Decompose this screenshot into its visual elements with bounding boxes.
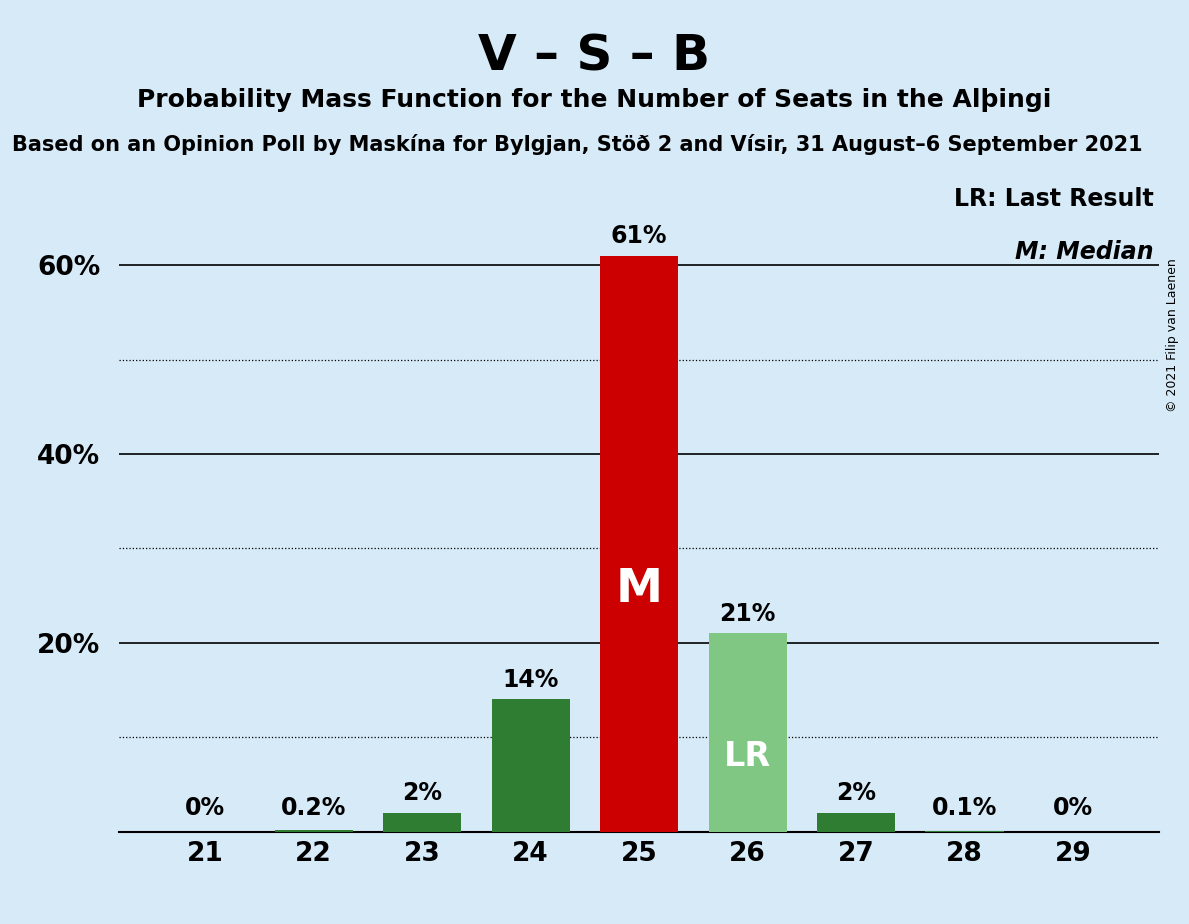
Text: 0.1%: 0.1%: [932, 796, 998, 821]
Bar: [925, 831, 1004, 832]
Bar: [275, 830, 353, 832]
Text: 2%: 2%: [836, 781, 876, 805]
Text: M: Median: M: Median: [1015, 240, 1155, 264]
Text: V – S – B: V – S – B: [478, 32, 711, 80]
Text: 0.2%: 0.2%: [281, 796, 346, 821]
Text: Probability Mass Function for the Number of Seats in the Alþingi: Probability Mass Function for the Number…: [137, 88, 1052, 112]
Text: 0%: 0%: [1053, 796, 1093, 821]
Text: 61%: 61%: [611, 225, 667, 249]
Text: 2%: 2%: [402, 781, 442, 805]
Bar: [491, 699, 570, 832]
Bar: [817, 813, 895, 832]
Text: LR: LR: [724, 740, 772, 772]
Text: M: M: [616, 567, 662, 613]
Text: © 2021 Filip van Laenen: © 2021 Filip van Laenen: [1166, 259, 1179, 412]
Text: LR: Last Result: LR: Last Result: [955, 188, 1155, 212]
Text: Based on an Opinion Poll by Maskína for Bylgjan, Stöð 2 and Vísir, 31 August–6 S: Based on an Opinion Poll by Maskína for …: [12, 134, 1143, 155]
Bar: [709, 634, 787, 832]
Text: 0%: 0%: [185, 796, 225, 821]
Text: 14%: 14%: [503, 668, 559, 692]
Text: 21%: 21%: [719, 602, 775, 626]
Bar: [600, 256, 678, 832]
Bar: [383, 813, 461, 832]
